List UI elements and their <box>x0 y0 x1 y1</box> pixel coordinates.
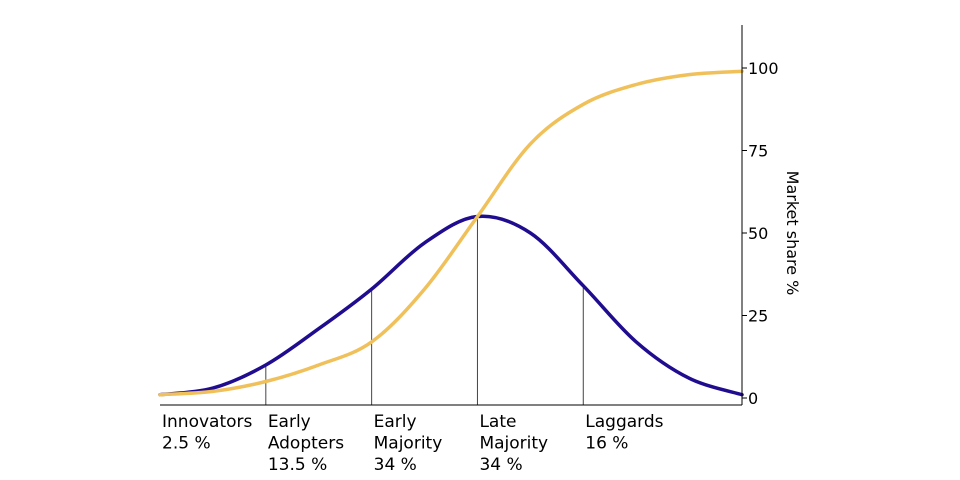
segment-label: Late Majority 34 % <box>479 412 548 475</box>
segment-label: Innovators 2.5 % <box>162 412 252 454</box>
segment-label: Laggards 16 % <box>585 412 663 454</box>
y-tick-label: 100 <box>748 59 779 78</box>
y-tick-label: 50 <box>748 224 768 243</box>
segment-dividers <box>265 216 584 405</box>
y-axis-ticks: 0 25 50 75 100 <box>742 59 779 408</box>
y-tick-label: 0 <box>748 389 758 408</box>
market-share-s-curve <box>158 69 744 397</box>
segment-label: Early Adopters 13.5 % <box>268 412 344 475</box>
segment-labels: Innovators 2.5 % Early Adopters 13.5 % Early M… <box>162 412 664 475</box>
segment-label: Early Majority 34 % <box>374 412 443 475</box>
curves <box>158 69 744 397</box>
adoption-bell-curve <box>158 214 744 397</box>
y-axis-title: Market share % <box>783 171 802 296</box>
y-tick-label: 25 <box>748 307 768 326</box>
y-tick-label: 75 <box>748 142 768 161</box>
axes <box>160 25 743 406</box>
